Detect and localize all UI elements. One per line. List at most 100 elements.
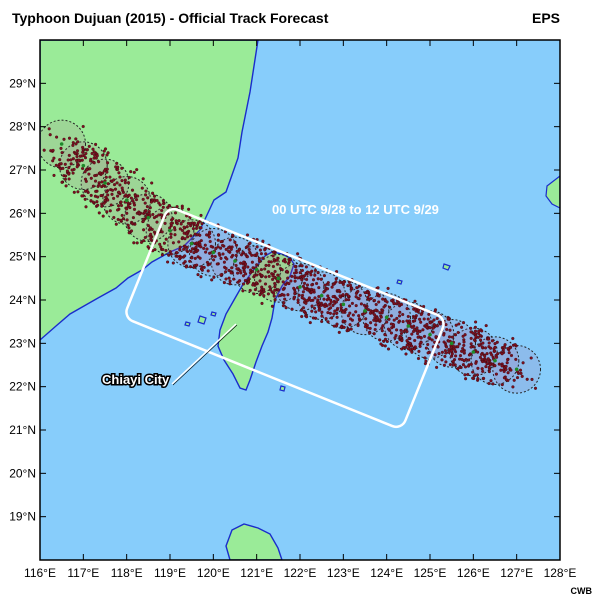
member-point (129, 170, 133, 174)
member-point (432, 323, 436, 327)
member-point (290, 307, 294, 311)
member-point (71, 143, 75, 147)
member-point (383, 344, 387, 348)
member-point (399, 302, 404, 307)
member-point (477, 343, 481, 348)
lon-tick-label: 120°E (197, 566, 230, 580)
member-point (281, 304, 285, 308)
member-point (351, 313, 355, 317)
member-point (162, 241, 166, 245)
member-point (469, 342, 473, 346)
member-point (113, 187, 118, 191)
member-point (67, 172, 71, 176)
land-layer (40, 40, 560, 560)
member-point (118, 175, 122, 179)
member-point (169, 222, 173, 226)
member-point (272, 257, 276, 262)
member-point (99, 194, 103, 198)
member-point (344, 307, 348, 311)
member-point (413, 347, 417, 351)
member-point (120, 179, 124, 183)
member-point (450, 335, 454, 339)
member-point (322, 297, 326, 301)
island-small-5 (545, 175, 560, 209)
member-point (505, 361, 509, 365)
member-point (169, 232, 173, 236)
member-point (493, 349, 497, 353)
member-point (257, 259, 261, 263)
member-point (449, 349, 453, 353)
member-point (185, 248, 189, 253)
member-point (424, 359, 428, 363)
member-point (175, 221, 179, 226)
member-point (97, 160, 101, 164)
member-point (456, 345, 460, 349)
member-point (483, 346, 488, 350)
member-point (473, 329, 478, 333)
member-point (260, 273, 264, 277)
member-point (331, 282, 335, 287)
member-point (119, 218, 123, 222)
member-point (368, 311, 373, 315)
member-point (139, 240, 144, 244)
member-point (199, 275, 203, 279)
member-point (306, 270, 310, 274)
member-point (446, 339, 451, 343)
mean-point (124, 198, 129, 203)
member-point (124, 193, 128, 197)
member-point (93, 153, 97, 157)
member-point (167, 253, 171, 257)
member-point (262, 287, 266, 292)
member-point (166, 260, 170, 264)
member-point (264, 275, 268, 279)
member-point (245, 245, 249, 249)
member-point (110, 192, 114, 196)
member-point (132, 203, 137, 207)
member-point (132, 241, 136, 245)
member-point (413, 299, 417, 303)
member-point (302, 281, 307, 285)
member-point (160, 253, 164, 257)
member-point (301, 275, 305, 279)
member-point (187, 207, 191, 211)
member-point (97, 183, 101, 187)
member-point (385, 300, 389, 304)
member-point (235, 267, 239, 271)
member-point (198, 256, 202, 260)
member-point (87, 172, 91, 176)
member-point (461, 334, 465, 338)
member-point (310, 290, 314, 294)
member-point (121, 217, 125, 221)
member-point (488, 363, 492, 367)
member-point (451, 359, 455, 364)
member-point (386, 286, 390, 290)
member-point (231, 233, 235, 237)
member-point (276, 273, 280, 277)
member-point (151, 212, 155, 217)
member-point (178, 245, 182, 249)
lat-tick-label: 22°N (9, 380, 36, 394)
member-point (196, 273, 200, 277)
member-point (229, 247, 233, 251)
member-point (460, 349, 464, 353)
member-point (84, 179, 88, 183)
member-point (502, 376, 506, 380)
member-point (189, 249, 193, 253)
member-point (81, 148, 85, 152)
member-point (471, 370, 475, 374)
member-point (208, 232, 212, 236)
member-point (334, 300, 338, 304)
lat-tick-label: 21°N (9, 423, 36, 437)
member-point (246, 265, 250, 269)
member-point (399, 335, 403, 339)
member-point (255, 245, 259, 249)
member-point (467, 358, 471, 362)
member-point (143, 235, 147, 240)
member-point (106, 193, 110, 197)
member-point (427, 312, 431, 316)
member-point (472, 338, 477, 342)
member-point (504, 367, 508, 372)
member-point (281, 280, 285, 284)
member-point (151, 191, 155, 195)
member-point (509, 368, 513, 372)
